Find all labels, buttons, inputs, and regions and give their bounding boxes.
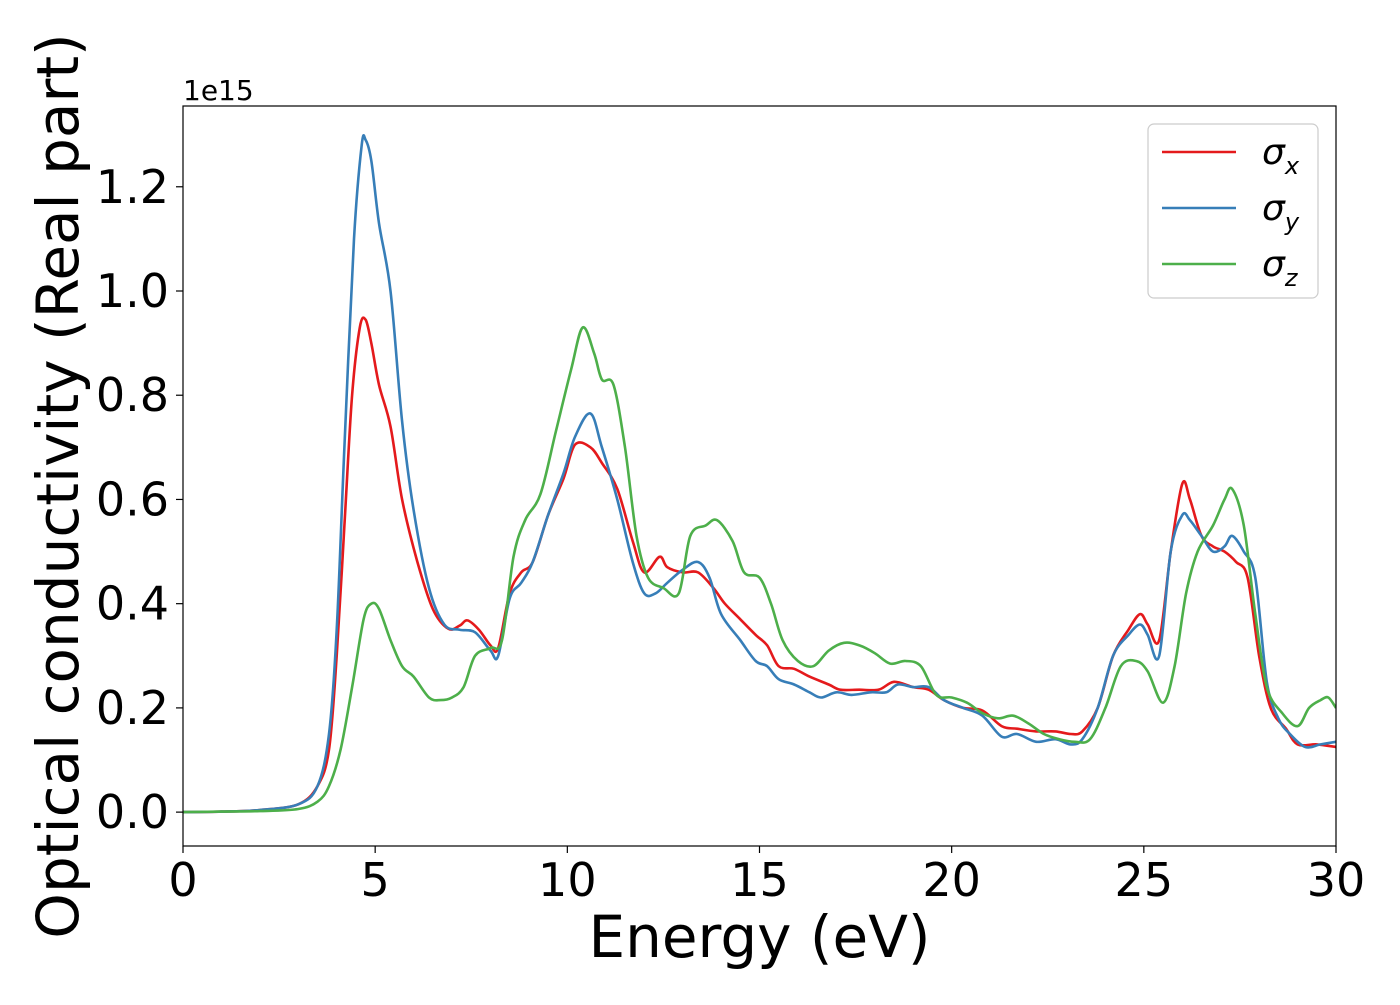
y-tick-label: 0.0 (96, 785, 169, 839)
y-tick-label: 0.6 (96, 472, 169, 526)
y-tick-label: 0.2 (96, 681, 169, 735)
y-axis-offset-label: 1e15 (183, 74, 254, 107)
x-axis-ticks: 0 5 10 15 20 25 30 (168, 846, 1365, 907)
y-axis-ticks: 0.0 0.2 0.4 0.6 0.8 1.0 1.2 (96, 160, 183, 839)
x-tick-label: 20 (922, 853, 981, 907)
series-layer (183, 134, 1336, 814)
series-line-sigma-y (183, 134, 1336, 814)
y-tick-label: 0.4 (96, 577, 169, 631)
x-axis-title: Energy (eV) (588, 903, 930, 971)
y-tick-label: 1.0 (96, 264, 169, 318)
x-tick-label: 25 (1115, 853, 1174, 907)
legend-box (1147, 123, 1319, 299)
x-tick-label: 15 (730, 853, 789, 907)
y-tick-label: 1.2 (96, 160, 169, 214)
x-tick-label: 0 (168, 853, 197, 907)
x-tick-label: 5 (361, 853, 390, 907)
legend-subscript: x (1284, 152, 1300, 180)
x-tick-label: 10 (538, 853, 597, 907)
series-line-sigma-z (183, 326, 1336, 814)
legend-subscript: z (1284, 264, 1299, 292)
y-tick-label: 0.8 (96, 368, 169, 422)
x-tick-label: 30 (1307, 853, 1366, 907)
legend-subscript: y (1284, 208, 1300, 236)
y-axis-title: Optical conductivity (Real part) (24, 33, 92, 938)
